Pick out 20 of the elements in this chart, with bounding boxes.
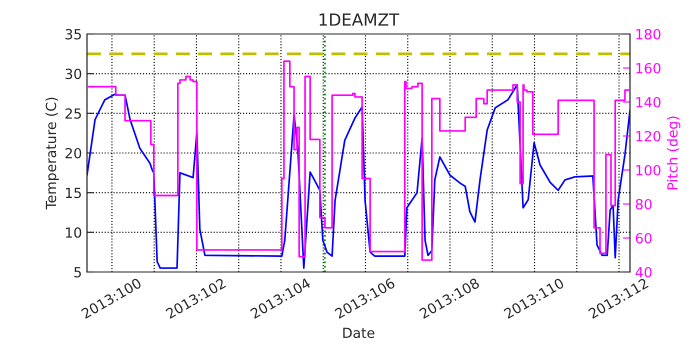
y2-axis-title: Pitch (deg) [666, 116, 680, 190]
y2-tick-label: 140 [636, 96, 660, 108]
y-tick-label: 15 [66, 188, 81, 198]
x-axis-title: Date [343, 328, 374, 338]
y-tick-label: 5 [74, 267, 81, 278]
line-series [87, 84, 630, 269]
y2-tick-label: 120 [636, 130, 660, 142]
y-tick-label: 20 [65, 148, 82, 158]
y2-tick-label: 80 [636, 198, 652, 210]
y2-tick-label: 160 [636, 62, 660, 74]
y-tick-label: 30 [66, 68, 82, 80]
y-tick-label: 25 [65, 108, 81, 119]
y-axis-title: Temperature (C) [45, 98, 59, 210]
y2-tick-label: 180 [636, 28, 660, 40]
chart-title: 1DEAMZT [320, 14, 400, 26]
y-tick-label: 10 [66, 227, 82, 238]
y2-tick-label: 60 [636, 232, 652, 244]
y2-tick-label: 100 [636, 164, 660, 176]
y2-tick-label: 40 [636, 266, 652, 278]
y-tick-label: 35 [66, 28, 81, 40]
